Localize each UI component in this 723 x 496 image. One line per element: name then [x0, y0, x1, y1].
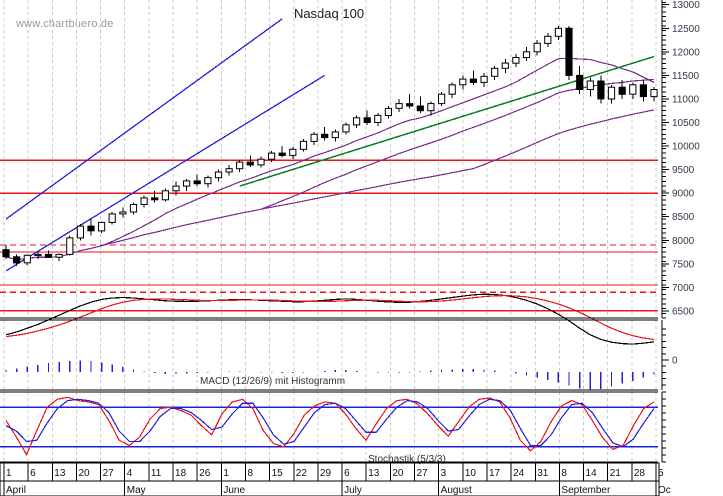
svg-text:MACD (12/26/9) mit Histogramm: MACD (12/26/9) mit Histogramm: [200, 376, 345, 387]
svg-text:1: 1: [6, 468, 12, 479]
svg-text:10: 10: [465, 468, 477, 479]
svg-text:22: 22: [296, 468, 308, 479]
svg-text:21: 21: [610, 468, 622, 479]
svg-text:0: 0: [672, 356, 678, 367]
svg-text:28: 28: [634, 468, 646, 479]
date-axis: 1 6 13 20 27 4 11 18 26 1 8 15 22 29 6 13 20 27 3 10 17 24 31 8…: [0, 462, 671, 496]
price-axis: 13000 12500 12000 11500 11000 10500 10000 9500 9…: [661, 0, 700, 319]
svg-text:13: 13: [54, 468, 66, 479]
stochastic-panel: Stochastik (5/3/3): [0, 391, 666, 465]
svg-text:August: August: [441, 485, 472, 496]
svg-text:10000: 10000: [672, 142, 700, 153]
svg-text:June: June: [223, 485, 245, 496]
svg-text:6: 6: [30, 468, 36, 479]
svg-text:14: 14: [586, 468, 598, 479]
svg-text:12000: 12000: [672, 47, 700, 58]
svg-text:18: 18: [175, 468, 187, 479]
svg-text:29: 29: [320, 468, 332, 479]
svg-text:15: 15: [272, 468, 284, 479]
chart-title: Nasdaq 100: [293, 6, 365, 21]
svg-text:24: 24: [513, 468, 525, 479]
support-resistance-lines: [0, 159, 658, 312]
svg-text:10500: 10500: [672, 118, 700, 129]
svg-text:8500: 8500: [672, 212, 695, 223]
moving-average-lines: [5, 57, 655, 261]
svg-text:11: 11: [151, 468, 162, 479]
svg-text:27: 27: [417, 468, 429, 479]
svg-text:17: 17: [489, 468, 501, 479]
svg-text:26: 26: [199, 468, 211, 479]
svg-text:20: 20: [392, 468, 404, 479]
svg-text:Oc: Oc: [658, 485, 671, 496]
svg-text:1: 1: [223, 468, 229, 479]
svg-text:11000: 11000: [672, 94, 700, 105]
svg-text:April: April: [6, 485, 26, 496]
svg-text:6500: 6500: [672, 306, 695, 317]
watermark: www.chartbuero.de: [16, 18, 114, 30]
svg-text:13000: 13000: [672, 0, 700, 11]
svg-text:5: 5: [658, 468, 664, 479]
svg-text:12500: 12500: [672, 24, 700, 35]
svg-text:27: 27: [103, 468, 115, 479]
svg-text:6: 6: [344, 468, 350, 479]
panel-frames: [0, 317, 658, 463]
svg-text:7000: 7000: [672, 283, 695, 294]
svg-text:11500: 11500: [672, 71, 700, 82]
svg-text:3: 3: [441, 468, 447, 479]
macd-panel: MACD (12/26/9) mit Histogramm 0: [5, 293, 678, 390]
svg-text:8000: 8000: [672, 236, 695, 247]
svg-text:9000: 9000: [672, 189, 695, 200]
svg-text:20: 20: [78, 468, 90, 479]
grid-lines: [3, 0, 657, 462]
svg-text:9500: 9500: [672, 165, 695, 176]
svg-text:8: 8: [561, 468, 567, 479]
svg-text:4: 4: [127, 468, 133, 479]
trend-channel-lines: [5, 18, 655, 272]
svg-text:7500: 7500: [672, 259, 695, 270]
svg-text:8: 8: [247, 468, 253, 479]
candlestick-series: [2, 25, 658, 267]
svg-text:September: September: [561, 485, 611, 496]
svg-text:31: 31: [537, 468, 549, 479]
svg-text:May: May: [127, 485, 146, 496]
svg-text:Stochastik (5/3/3): Stochastik (5/3/3): [368, 454, 446, 465]
svg-text:13: 13: [368, 468, 380, 479]
svg-text:July: July: [344, 485, 362, 496]
